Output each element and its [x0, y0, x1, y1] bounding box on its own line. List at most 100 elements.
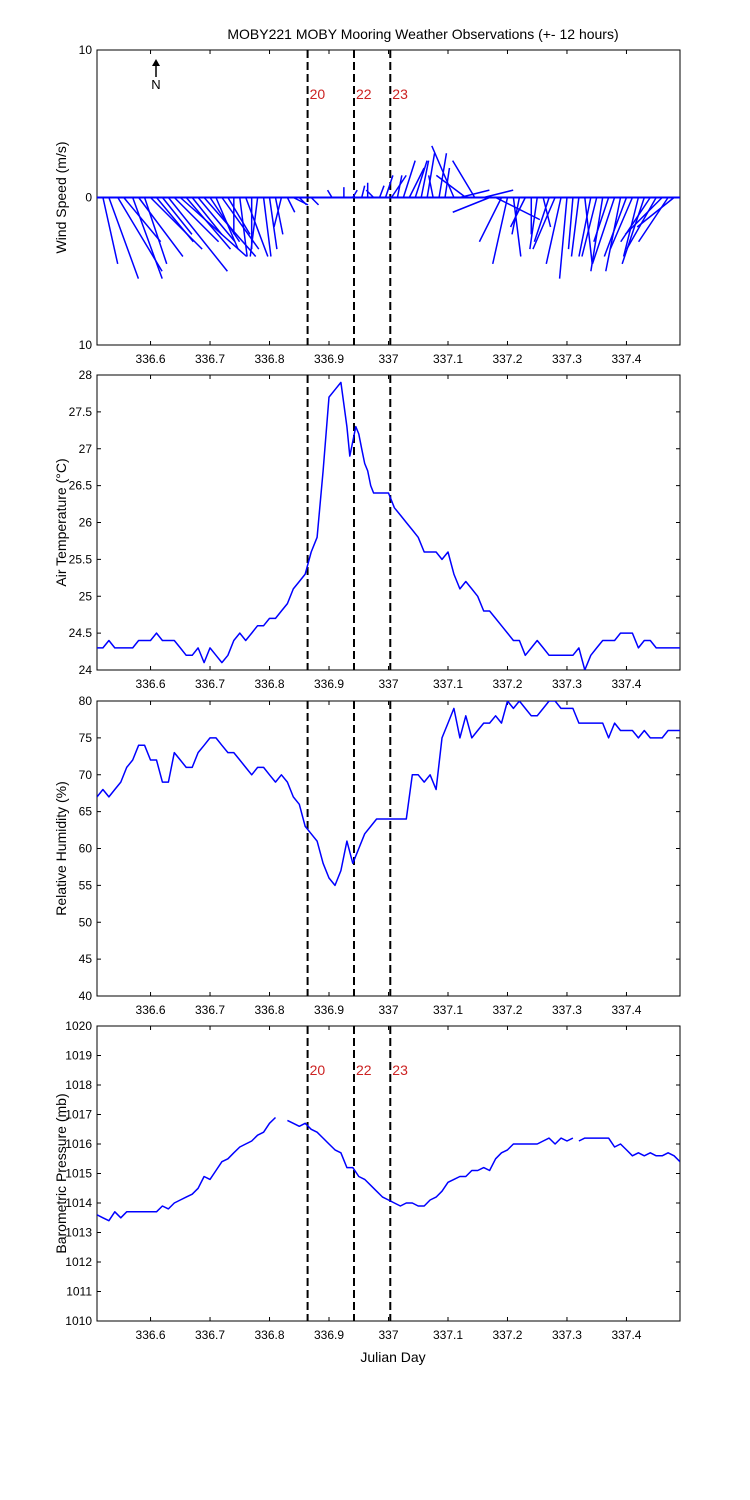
wind-stick: [384, 175, 394, 198]
wind-stick: [197, 197, 236, 243]
wind-stick: [636, 196, 675, 228]
series-line: [97, 381, 680, 670]
wind-stick: [179, 196, 248, 258]
x-tick-label: 337.2: [492, 352, 522, 366]
y-tick-label: 1020: [65, 1019, 92, 1033]
marker-label-23: 23: [392, 86, 408, 102]
wind-stick: [491, 197, 509, 265]
wind-stick: [102, 197, 119, 265]
x-tick-label: 336.8: [255, 352, 285, 366]
y-tick-label: 40: [79, 989, 93, 1003]
x-tick-label: 336.9: [314, 677, 344, 691]
y-tick-label: 1011: [66, 1285, 92, 1299]
wind-stick: [603, 197, 628, 257]
wind-stick: [268, 197, 278, 250]
y-tick-label: 25.5: [69, 552, 93, 566]
wind-stick: [215, 197, 239, 250]
x-tick-label: 337.4: [611, 1003, 641, 1017]
y-tick-label: 1012: [65, 1255, 92, 1269]
wind-stick: [532, 197, 556, 250]
y-tick-label: 1014: [65, 1196, 92, 1210]
wind-stick: [533, 197, 550, 242]
x-tick-label: 336.7: [195, 1003, 225, 1017]
series-line: [97, 701, 680, 887]
plot-area: [97, 145, 680, 279]
y-tick-label: 10: [79, 43, 93, 57]
wind-stick: [108, 197, 140, 279]
marker-label-22: 22: [356, 1062, 372, 1078]
y-axis-label: Wind Speed (m/s): [53, 141, 69, 253]
wind-stick: [621, 197, 646, 265]
wind-stick: [402, 160, 416, 198]
chart-panels: 336.6 336.7 336.8 336.9 337 337.1 337.2 337.3 33…: [53, 43, 681, 1342]
x-tick-label: 336.7: [195, 352, 225, 366]
y-axis-label: Air Temperature (°C): [53, 458, 69, 586]
x-tick-label: 336.6: [136, 677, 166, 691]
x-tick-label: 336.9: [314, 1003, 344, 1017]
x-tick-label: 336.7: [195, 1328, 225, 1342]
x-tick-label: 336.7: [195, 677, 225, 691]
wind-stick: [396, 175, 403, 198]
y-tick-label: 75: [79, 731, 93, 745]
y-tick-label: 10: [79, 338, 93, 352]
wind-stick: [150, 196, 203, 250]
wind-stick: [143, 197, 168, 265]
x-tick-label: 337: [378, 1328, 398, 1342]
wind-stick: [512, 197, 522, 257]
wind-stick: [173, 196, 220, 243]
y-tick-label: 50: [79, 915, 93, 929]
marker-label-23: 23: [392, 1062, 408, 1078]
wind-stick: [185, 197, 232, 250]
x-tick-label: 337.3: [552, 1003, 582, 1017]
series-line: [97, 1116, 277, 1222]
y-tick-label: 70: [79, 768, 93, 782]
wind-stick: [570, 197, 580, 257]
wind-stick: [161, 197, 193, 235]
x-tick-label: 337.2: [492, 677, 522, 691]
wind-stick: [609, 197, 634, 250]
wind-stick: [155, 197, 194, 243]
x-tick-label: 337.2: [492, 1003, 522, 1017]
x-tick-label: 337.1: [433, 677, 463, 691]
wind-stick: [509, 197, 526, 228]
wind-stick: [542, 197, 552, 228]
wind-stick: [420, 160, 430, 198]
wind-stick: [298, 196, 308, 206]
wind-stick: [273, 197, 283, 228]
plot-frame: [96, 700, 681, 997]
wind-stick: [435, 174, 467, 199]
y-tick-label: 28: [79, 368, 93, 382]
wind-stick: [593, 197, 610, 242]
x-tick-label: 336.6: [136, 1328, 166, 1342]
marker-label-20: 20: [310, 86, 326, 102]
x-tick-label: 336.6: [136, 352, 166, 366]
y-tick-label: 60: [79, 842, 93, 856]
wind-stick: [529, 197, 538, 250]
wind-stick: [378, 185, 385, 198]
wind-stick: [558, 197, 568, 279]
wind-stick: [167, 197, 228, 272]
x-tick-label: 337.2: [492, 1328, 522, 1342]
x-tick-label: 336.8: [255, 1003, 285, 1017]
y-axis-label: Relative Humidity (%): [53, 781, 69, 916]
wind-stick: [138, 197, 184, 257]
wind-stick: [578, 197, 592, 257]
x-tick-label: 336.9: [314, 1328, 344, 1342]
marker-label-22: 22: [356, 86, 372, 102]
wind-stick: [624, 196, 663, 235]
x-tick-label: 337.4: [611, 352, 641, 366]
x-tick-label: 337.1: [433, 352, 463, 366]
plot-frame: [96, 1025, 681, 1322]
y-tick-label: 45: [79, 952, 93, 966]
wind-stick: [545, 197, 562, 265]
wind-stick: [567, 197, 574, 250]
y-tick-label: 1015: [65, 1167, 92, 1181]
y-tick-label: 26: [79, 516, 93, 530]
y-tick-label: 1016: [65, 1137, 92, 1151]
plot-area: [97, 701, 680, 887]
y-tick-label: 24.5: [69, 626, 93, 640]
chart-panel-2: 336.6 336.7 336.8 336.9 337 337.1 337.2 337.3 33…: [53, 368, 681, 691]
y-tick-label: 1010: [65, 1314, 92, 1328]
chart-panel-3: 336.6 336.7 336.8 336.9 337 337.1 337.2 337.3 33…: [53, 694, 681, 1017]
